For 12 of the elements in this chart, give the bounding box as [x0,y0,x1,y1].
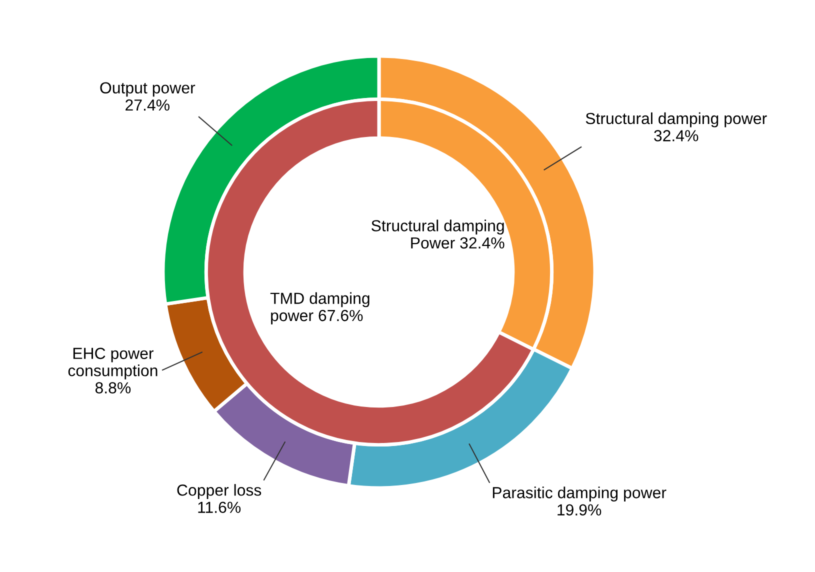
slice-label: Copper loss [177,484,262,499]
data-label: 27.4% [126,99,170,111]
slice-label: Structural damping power [586,112,767,128]
slice-label: EHC power consumption [68,348,158,380]
data-label: 32.4% [654,130,698,142]
category-label: Structural damping Power 32.4% [372,220,504,249]
data-label: 8.8% [95,382,131,394]
data-label: 11.6% [198,502,241,513]
slice-label: Parasitic damping power [492,486,666,502]
category-label: TMD damping power 67.6% [270,292,370,324]
slice-label: Output power [100,82,196,97]
data-label: 19.9% [558,504,602,516]
